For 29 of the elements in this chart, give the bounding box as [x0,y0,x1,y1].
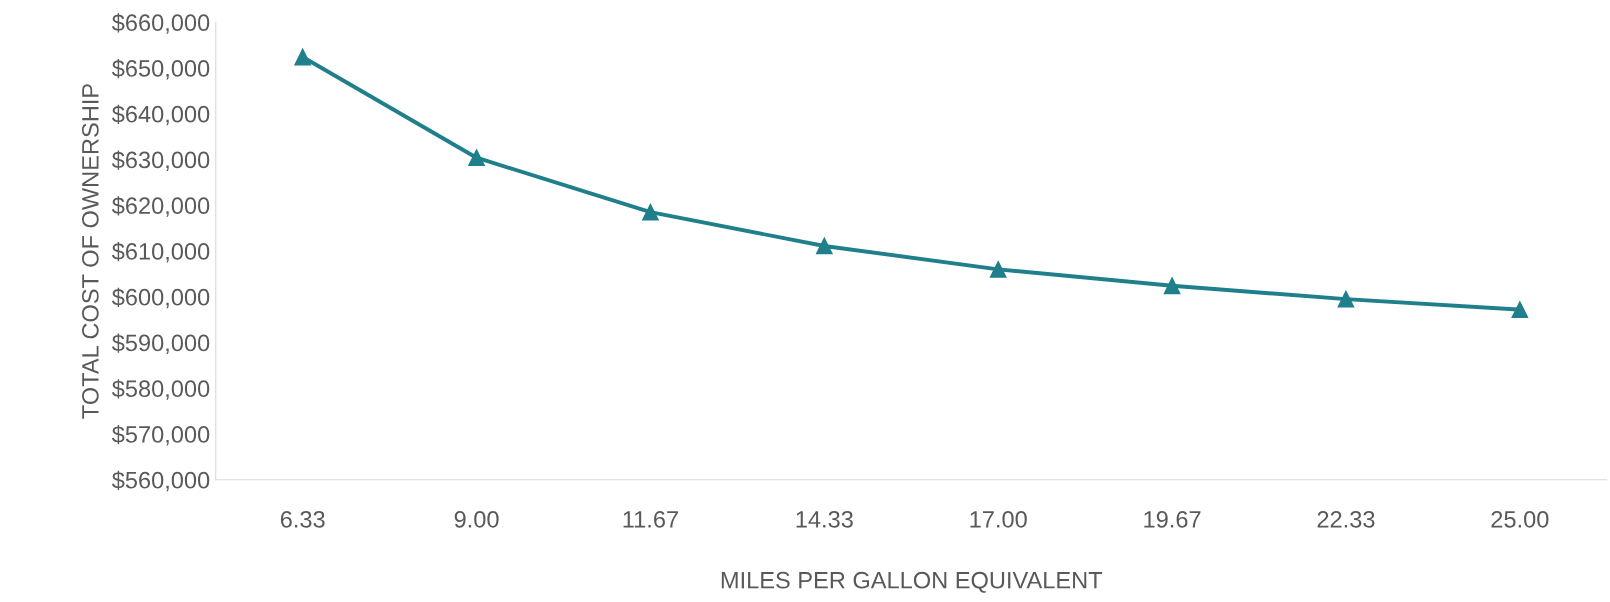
x-tick-label: 25.00 [1491,510,1549,528]
point [1337,290,1355,308]
x-tick-label: 6.33 [280,510,325,528]
y-tick-label: $620,000 [111,196,210,217]
point [1163,277,1181,295]
x-axis-title: MILES PER GALLON EQUIVALENT [721,571,1103,593]
x-tick-label: 19.67 [1144,510,1201,528]
y-tick-label: $630,000 [111,150,210,172]
point [989,261,1007,278]
y-tick-label: $650,000 [111,59,210,80]
y-tick-label: $590,000 [111,333,210,355]
y-tick-label: $610,000 [111,242,210,263]
point [1511,301,1529,318]
y-tick-label: $660,000 [111,13,210,34]
y-tick-label: $640,000 [111,104,210,126]
point [642,203,659,221]
x-tick-label: 17.00 [970,510,1027,528]
x-tick-label: 22.33 [1317,510,1375,528]
y-axis-title: TOTAL COST OF OWNERSHIP [82,84,99,419]
x-tick-label: 14.33 [796,510,853,528]
point [294,48,312,66]
x-tick-label: 11.67 [623,510,678,528]
y-tick-label: $570,000 [111,425,210,446]
point [815,237,833,255]
x-tick-label: 9.00 [454,510,499,528]
y-tick-label: $580,000 [111,379,210,400]
y-tick-label: $560,000 [111,470,210,492]
point [468,149,485,167]
y-tick-label: $600,000 [111,287,210,309]
